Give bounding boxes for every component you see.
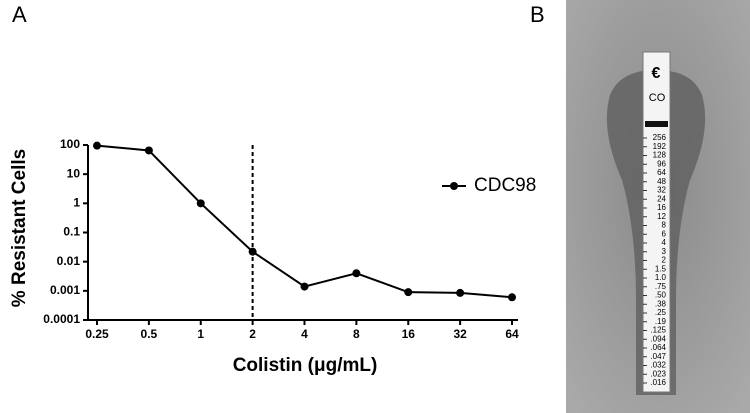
data-point <box>248 247 257 256</box>
data-point <box>93 141 101 150</box>
strip-scale-label: 256 <box>653 133 667 142</box>
legend-marker <box>450 182 458 190</box>
strip-scale-label: .19 <box>655 317 667 326</box>
strip-scale-label: 6 <box>662 229 667 238</box>
series-line <box>96 144 513 299</box>
x-tick-label: 4 <box>301 327 308 341</box>
photo: € CO 25619212896644832241612864321.51.0.… <box>566 0 750 413</box>
data-point <box>144 146 153 155</box>
strip-scale-label: 64 <box>657 168 666 177</box>
strip-scale-label: .032 <box>650 361 666 370</box>
x-tick-label: 64 <box>505 327 519 341</box>
y-tick-label: 10 <box>67 166 81 180</box>
strip-scale-label: 1.0 <box>655 273 667 282</box>
strip-scale-label: 96 <box>657 159 666 168</box>
y-tick-label: 0.1 <box>63 225 80 239</box>
strip-scale-label: 8 <box>662 221 667 230</box>
strip-scale-label: .50 <box>655 291 667 300</box>
x-tick-label: 1 <box>197 327 204 341</box>
strip-scale-label: .125 <box>650 326 666 335</box>
y-tick-label: 1 <box>73 196 80 210</box>
strip-scale-label: 48 <box>657 177 666 186</box>
x-tick-label: 32 <box>453 327 467 341</box>
strip-scale-label: .023 <box>650 369 666 378</box>
y-tick-label: 0.001 <box>50 283 80 297</box>
strip-scale-label: 32 <box>657 186 666 195</box>
x-tick-label: 2 <box>249 327 256 341</box>
strip-scale-label: .38 <box>655 299 667 308</box>
x-tick-label: 8 <box>353 327 360 341</box>
x-tick-label: 0.5 <box>141 327 158 341</box>
y-tick-label: 0.0001 <box>43 312 80 326</box>
strip-band <box>645 121 668 127</box>
panel-label: B <box>530 2 545 27</box>
y-tick-label: 0.01 <box>57 254 81 268</box>
data-point <box>404 288 413 297</box>
strip-scale-label: .75 <box>655 282 667 291</box>
strip-scale-label: 2 <box>662 256 667 265</box>
data-point <box>196 199 205 208</box>
strip-scale-label: 16 <box>657 203 666 212</box>
strip-scale-label: 12 <box>657 212 666 221</box>
etest-strip <box>642 51 671 393</box>
strip-scale-label: .25 <box>655 308 667 317</box>
data-point <box>352 269 361 278</box>
y-axis-label: % Resistant Cells <box>9 149 30 307</box>
x-axis-label: Colistin (μg/mL) <box>233 355 378 376</box>
data-point <box>300 282 309 291</box>
x-tick-label: 0.25 <box>85 327 109 341</box>
strip-label: CO <box>649 92 666 104</box>
strip-logo: € <box>652 65 661 82</box>
strip-scale-label: 192 <box>653 142 667 151</box>
panel-label: A <box>12 2 27 27</box>
x-tick-label: 16 <box>402 327 416 341</box>
y-tick-label: 100 <box>60 137 80 151</box>
strip-scale-label: 1.5 <box>655 264 667 273</box>
data-point <box>508 293 516 302</box>
strip-scale-label: 24 <box>657 194 666 203</box>
strip-scale-label: 3 <box>662 247 667 256</box>
strip-scale-label: .047 <box>650 352 666 361</box>
strip-scale-label: 4 <box>662 238 667 247</box>
strip-scale-label: .094 <box>650 334 666 343</box>
strip-scale-label: .016 <box>650 378 666 387</box>
strip-scale-label: 128 <box>653 151 667 160</box>
data-point <box>456 288 465 297</box>
legend-label: CDC98 <box>474 175 536 196</box>
strip-scale-label: .064 <box>650 343 666 352</box>
